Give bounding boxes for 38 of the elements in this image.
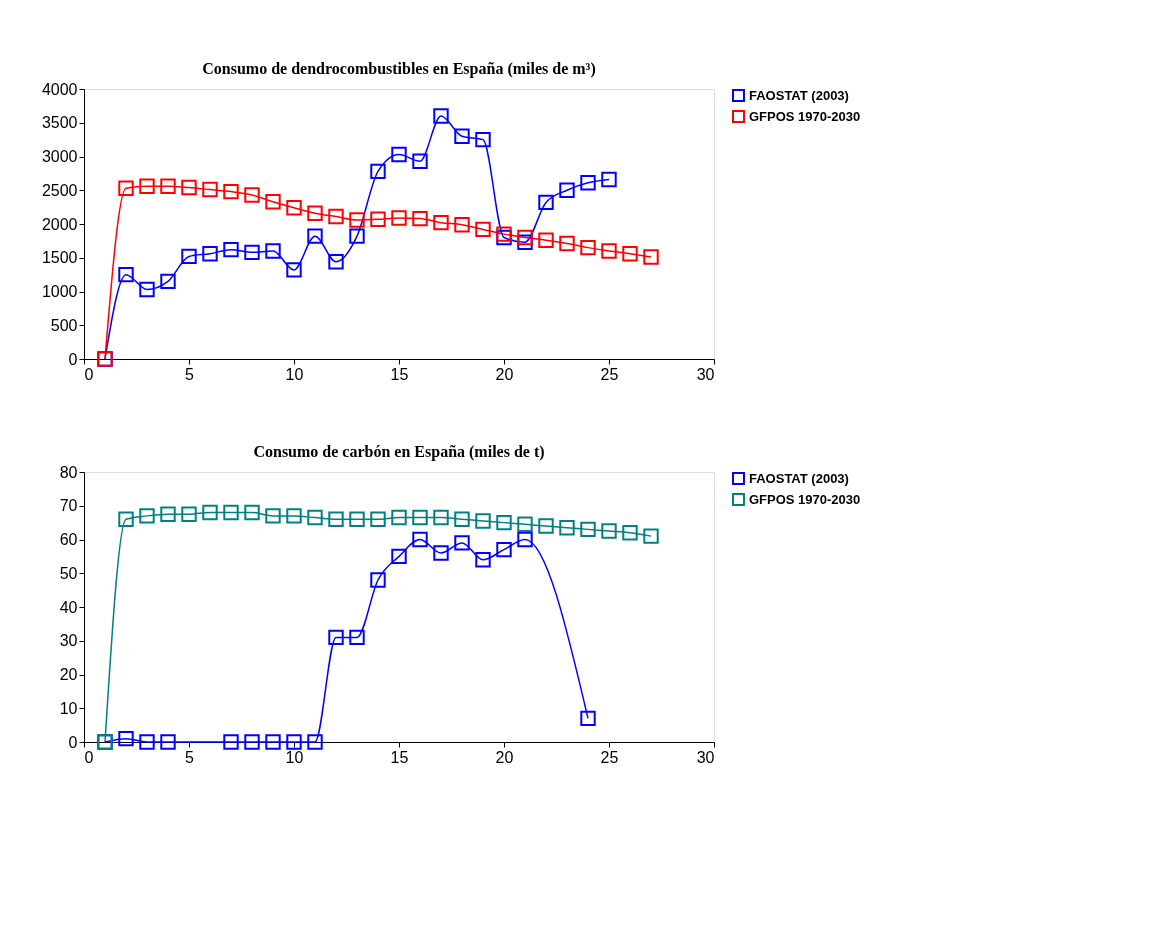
x-tick-label: 10	[285, 748, 304, 766]
y-tick-label: 1000	[41, 283, 78, 300]
x-tick-label: 15	[390, 365, 409, 383]
x-tick-label: 5	[185, 748, 195, 766]
chart-title: Consumo de carbón en España (miles de t)	[253, 443, 545, 461]
x-tick-label: 5	[185, 365, 195, 383]
y-tick-label: 0	[68, 350, 78, 368]
x-tick-label: 25	[600, 748, 619, 766]
x-tick-label: 25	[600, 365, 619, 383]
chart-title: Consumo de dendrocombustibles en España (miles de m³)	[202, 60, 596, 78]
y-tick-label: 30	[59, 632, 78, 650]
y-tick-label: 3000	[41, 148, 78, 165]
x-tick-label: 0	[84, 748, 94, 766]
y-tick-label: 20	[59, 666, 78, 683]
y-tick-label: 500	[50, 316, 78, 334]
y-tick-label: 3500	[41, 114, 78, 132]
legend-label: FAOSTAT (2003)	[749, 470, 849, 486]
x-tick-label: 30	[696, 365, 715, 383]
y-tick-label: 80	[59, 463, 78, 481]
y-tick-label: 50	[59, 564, 78, 582]
legend-label: GFPOS 1970-2030	[749, 108, 861, 124]
x-tick-label: 20	[495, 748, 514, 766]
legend-label: GFPOS 1970-2030	[749, 491, 861, 507]
y-tick-label: 1500	[41, 249, 78, 267]
x-tick-label: 20	[495, 365, 514, 383]
y-tick-label: 70	[59, 497, 78, 515]
y-tick-label: 0	[68, 733, 78, 751]
x-tick-label: 15	[390, 748, 409, 766]
y-tick-label: 4000	[41, 80, 78, 98]
x-tick-label: 30	[696, 748, 715, 766]
x-tick-label: 10	[285, 365, 304, 383]
y-tick-label: 60	[59, 531, 78, 548]
legend-label: FAOSTAT (2003)	[749, 87, 849, 103]
y-tick-label: 2500	[41, 181, 78, 199]
x-tick-label: 0	[84, 365, 94, 383]
y-tick-label: 40	[59, 598, 78, 616]
y-tick-label: 10	[59, 699, 78, 717]
y-tick-label: 2000	[41, 215, 78, 233]
